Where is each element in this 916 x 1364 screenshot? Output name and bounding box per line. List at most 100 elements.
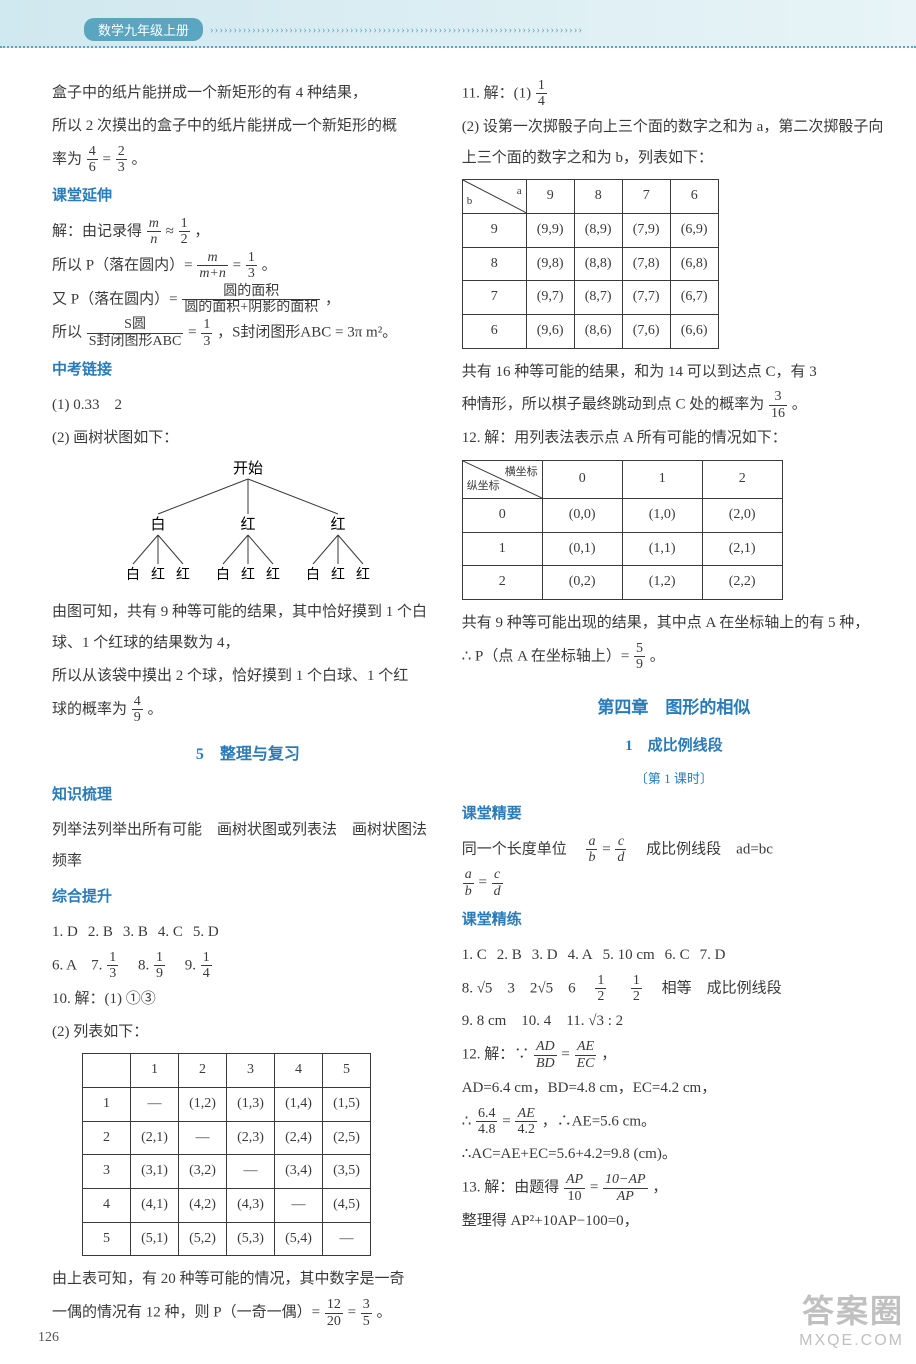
svg-text:红: 红	[330, 516, 345, 533]
table-dice: a b 9876 9(9,9)(8,9)(7,9)(6,9) 8(9,8)(8,…	[462, 179, 719, 348]
text: ∴ P（点 A 在坐标轴上）= 59 。	[462, 641, 886, 673]
watermark-cn: 答案圈	[799, 1286, 904, 1332]
section-heading: 课堂精要	[462, 799, 886, 830]
svg-text:开始: 开始	[233, 460, 263, 477]
text: 由上表可知，有 20 种等可能的情况，其中数字是一奇	[52, 1264, 444, 1295]
text: 率为 46 = 23 。	[52, 144, 444, 176]
svg-text:白: 白	[306, 567, 320, 583]
table-row: 2(0,2)(1,2)(2,2)	[462, 566, 782, 600]
text: 列举法列举出所有可能 画树状图或列表法 画树状图法 频率	[52, 815, 444, 877]
table-row: 横坐标 纵坐标 012	[462, 461, 782, 499]
fraction: ab	[586, 834, 597, 866]
text: 种情形，所以棋子最终跳动到点 C 处的概率为 316 。	[462, 389, 886, 421]
text: 9. 8 cm 10. 4 11. √3 : 2	[462, 1006, 886, 1037]
svg-text:白: 白	[126, 567, 140, 583]
section-heading: 课堂精练	[462, 905, 886, 936]
text: 又 P（落在圆内）= 圆的面积圆的面积+阴影的面积 ，	[52, 284, 444, 316]
text: 盒子中的纸片能拼成一个新矩形的有 4 种结果，	[52, 78, 444, 109]
text: 共有 16 种等可能的结果，和为 14 可以到达点 C，有 3	[462, 357, 886, 388]
svg-text:白: 白	[150, 516, 165, 533]
fraction: 14	[201, 950, 212, 982]
svg-text:红: 红	[266, 567, 280, 583]
text: 6. A 7. 13 8. 19 9. 14	[52, 950, 444, 982]
text: 共有 9 种等可能出现的结果，其中点 A 在坐标轴上的有 5 种，	[462, 608, 886, 639]
table-row: 0(0,0)(1,0)(2,0)	[462, 499, 782, 533]
fraction: 23	[116, 144, 127, 176]
fraction: 1220	[325, 1297, 343, 1329]
fraction: 12	[179, 216, 190, 248]
text: ∴ 6.44.8 = AE4.2 ，∴AE=5.6 cm。	[462, 1106, 886, 1138]
text: ∴AC=AE+EC=5.6+4.2=9.8 (cm)。	[462, 1139, 886, 1170]
section-heading: 课堂延伸	[52, 181, 444, 212]
tree-diagram: 开始 白 红 红 白 红 红 白 红 红	[52, 459, 444, 589]
fraction: 19	[154, 950, 165, 982]
text: ab = cd	[462, 867, 886, 899]
table-row: 12345	[83, 1054, 371, 1088]
fraction: 59	[634, 641, 645, 673]
svg-text:红: 红	[331, 567, 345, 583]
fraction: cd	[492, 867, 503, 899]
table-row: 5(5,1)(5,2)(5,3)(5,4)—	[83, 1222, 371, 1256]
text: (1) 0.33 2	[52, 390, 444, 421]
chapter-title: 第四章 图形的相似	[462, 691, 886, 726]
text: 整理得 AP²+10AP−100=0，	[462, 1206, 886, 1237]
text: 球的概率为 49 。	[52, 694, 444, 726]
text: 所以 2 次摸出的盒子中的纸片能拼成一个新矩形的概	[52, 111, 444, 142]
svg-text:白: 白	[216, 567, 230, 583]
section-title: 5 整理与复习	[52, 739, 444, 772]
table-row: 2(2,1)—(2,3)(2,4)(2,5)	[83, 1121, 371, 1155]
page-header: 数学九年级上册 ››››››››››››››››››››››››››››››››…	[0, 0, 916, 48]
header-arrows: ››››››››››››››››››››››››››››››››››››››››…	[210, 24, 583, 36]
fraction: 12	[595, 973, 606, 1005]
fraction: 14	[536, 78, 547, 110]
fraction: 13	[246, 250, 257, 282]
fraction: AE4.2	[515, 1106, 537, 1138]
fraction: ADBD	[534, 1039, 557, 1071]
section-heading: 中考链接	[52, 355, 444, 386]
text: (2) 画树状图如下：	[52, 423, 444, 454]
fraction: 13	[201, 317, 212, 349]
section-heading: 知识梳理	[52, 780, 444, 811]
text: 11. 解：(1) 14	[462, 78, 886, 110]
table-row: 3(3,1)(3,2)—(3,4)(3,5)	[83, 1155, 371, 1189]
table-row: 9(9,9)(8,9)(7,9)(6,9)	[462, 213, 718, 247]
table-pairs: 12345 1—(1,2)(1,3)(1,4)(1,5) 2(2,1)—(2,3…	[82, 1053, 371, 1256]
fraction: 10−APAP	[603, 1172, 648, 1204]
header-badge: 数学九年级上册	[84, 18, 203, 41]
text: AD=6.4 cm，BD=4.8 cm，EC=4.2 cm，	[462, 1073, 886, 1104]
fraction: 12	[631, 973, 642, 1005]
text: 一偶的情况有 12 种，则 P（一奇一偶）= 1220 = 35 。	[52, 1297, 444, 1329]
fraction: ab	[463, 867, 474, 899]
table-row: 4(4,1)(4,2)(4,3)—(4,5)	[83, 1189, 371, 1223]
watermark-en: MXQE.COM	[799, 1332, 904, 1350]
fraction: 46	[87, 144, 98, 176]
text: 8. √5 3 2√5 6 12 12 相等 成比例线段	[462, 973, 886, 1005]
answers-row: 1. C2. B3. D4. A5. 10 cm6. C7. D	[462, 940, 886, 971]
fraction: 6.44.8	[476, 1106, 498, 1138]
table-row: 6(9,6)(8,6)(7,6)(6,6)	[462, 315, 718, 349]
fraction: 圆的面积圆的面积+阴影的面积	[182, 284, 320, 316]
fraction: 35	[361, 1297, 372, 1329]
text: 所以 P（落在圆内）= mm+n = 13 。	[52, 250, 444, 282]
content: 盒子中的纸片能拼成一个新矩形的有 4 种结果， 所以 2 次摸出的盒子中的纸片能…	[0, 48, 916, 1341]
fraction: mm+n	[197, 250, 228, 282]
text: 所以 S圆S封闭图形ABC = 13 ，S封闭图形ABC = 3π m²。	[52, 317, 444, 349]
text: 12. 解：∵ ADBD = AEEC ，	[462, 1039, 886, 1071]
text: 所以从该袋中摸出 2 个球，恰好摸到 1 个白球、1 个红	[52, 661, 444, 692]
fraction: AP10	[564, 1172, 585, 1204]
svg-text:红: 红	[176, 567, 190, 583]
fraction: 13	[107, 950, 118, 982]
svg-text:红: 红	[151, 567, 165, 583]
page-number: 126	[38, 1330, 59, 1346]
text: 由图可知，共有 9 种等可能的结果，其中恰好摸到 1 个白球、1 个红球的结果数…	[52, 597, 444, 659]
svg-text:红: 红	[356, 567, 370, 583]
table-row: 1(0,1)(1,1)(2,1)	[462, 532, 782, 566]
text: (2) 列表如下：	[52, 1017, 444, 1048]
table-row: 7(9,7)(8,7)(7,7)(6,7)	[462, 281, 718, 315]
answers-row: 1. D2. B3. B4. C5. D	[52, 917, 444, 948]
text: 解：由记录得 mn ≈ 12 ，	[52, 216, 444, 248]
fraction: 49	[132, 694, 143, 726]
fraction: AEEC	[575, 1039, 597, 1071]
left-column: 盒子中的纸片能拼成一个新矩形的有 4 种结果， 所以 2 次摸出的盒子中的纸片能…	[52, 76, 444, 1331]
section-heading: 综合提升	[52, 882, 444, 913]
